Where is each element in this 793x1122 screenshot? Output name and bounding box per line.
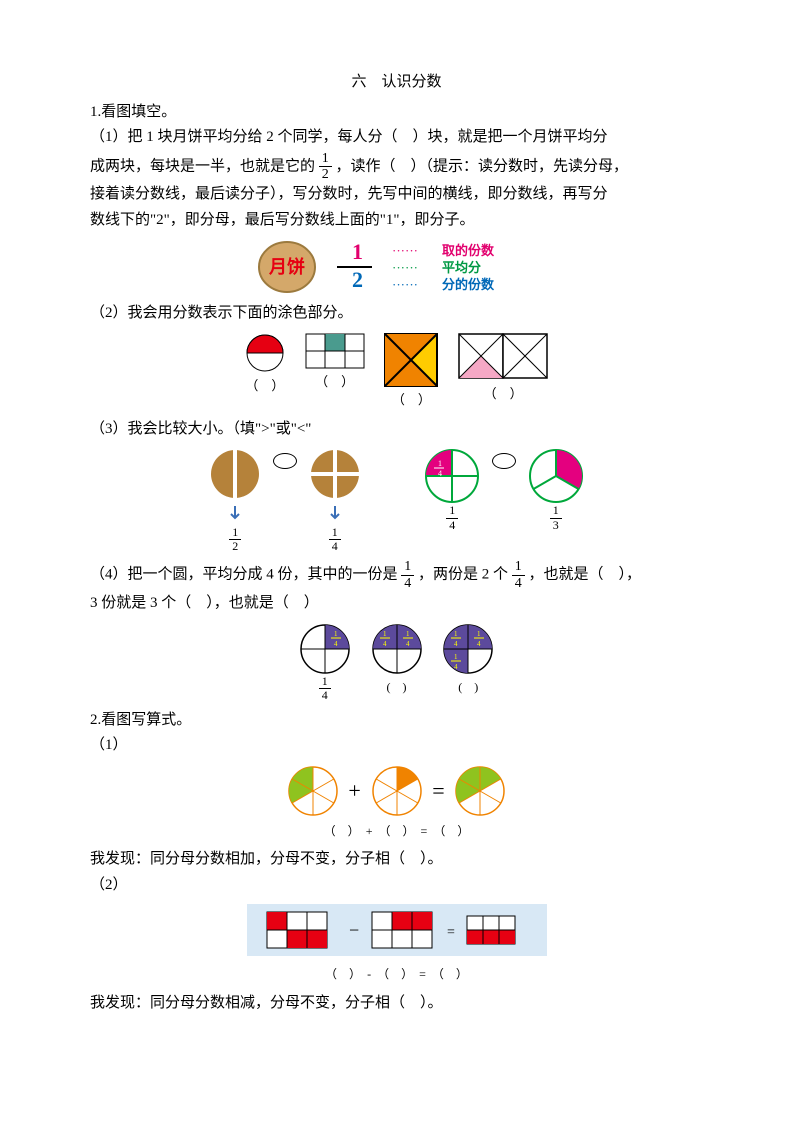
- equals-icon: =: [432, 778, 444, 803]
- q2-sub1: （1）: [90, 733, 703, 759]
- q1-1-line2: 成两块，每块是一半，也就是它的 12 ，读作（ ）（提示：读分数时，先读分母，: [90, 151, 703, 183]
- svg-text:1: 1: [454, 653, 458, 661]
- q2-sub2: （2）: [90, 873, 703, 899]
- q1-1-line1: （1）把 1 块月饼平均分给 2 个同学，每人分（ ）块，就是把一个月饼平均分: [90, 125, 703, 151]
- svg-text:1: 1: [477, 630, 481, 638]
- svg-text:1: 1: [352, 239, 363, 264]
- svg-text:4: 4: [454, 640, 458, 648]
- circle-quarter-shaded: 14: [424, 448, 480, 504]
- svg-text:4: 4: [438, 469, 442, 478]
- q2-fig2: − = （ ） - （ ） = （ ）: [90, 904, 703, 984]
- q1-1-line4: 数线下的"2"，即分母，最后写分数线上面的"1"，即分子。: [90, 208, 703, 234]
- svg-text:4: 4: [383, 640, 387, 648]
- double-square: [458, 333, 548, 381]
- page-title: 六 认识分数: [90, 70, 703, 96]
- q1-4-text: （4）把一个圆，平均分成 4 份，其中的一份是 14 ，两份是 2 个 14 ，…: [90, 559, 703, 591]
- svg-text:=: =: [447, 925, 455, 940]
- mooncake-diagram: 月饼 1 2 ······ ······ ······ 取的份数 平均分 分的份…: [90, 237, 703, 297]
- blank: （ ）: [245, 375, 285, 397]
- label-line: 平均分: [442, 260, 481, 275]
- svg-text:······: ······: [392, 277, 418, 292]
- blank: （ ）: [438, 967, 468, 981]
- text: ，读作（ ）（提示：读分数时，先读分母，: [336, 158, 629, 174]
- svg-text:1: 1: [406, 630, 410, 638]
- blank: （ ）: [439, 824, 469, 838]
- circle-third-shaded: [528, 448, 584, 504]
- q1-4-figures: 14 14 14 14 ( ) 14 14 14 ( ): [90, 623, 703, 702]
- q2-find1: 我发现：同分母分数相加，分母不变，分子相（ ）。: [90, 847, 703, 873]
- blank: （ ）: [384, 389, 438, 411]
- svg-text:2: 2: [352, 267, 363, 292]
- q2-find2: 我发现：同分母分数相减，分母不变，分子相（ ）。: [90, 991, 703, 1017]
- svg-text:4: 4: [477, 640, 481, 648]
- plus-icon: +: [348, 778, 360, 803]
- q1-2-figures: （ ） （ ） （ ） （ ）: [90, 333, 703, 411]
- q1-2-heading: （2）我会用分数表示下面的涂色部分。: [90, 301, 703, 327]
- circle-half: [245, 333, 285, 373]
- svg-text:4: 4: [334, 640, 338, 648]
- blank: （ ）: [383, 967, 407, 981]
- square-triangles: [384, 333, 438, 387]
- blank: （ ）: [325, 967, 355, 981]
- blank: （ ）: [305, 371, 365, 393]
- q1-4-text2: 3 份就是 3 个（ ），也就是（ ）: [90, 591, 703, 617]
- svg-text:1: 1: [454, 630, 458, 638]
- svg-text:······: ······: [392, 260, 418, 275]
- grid-sixth: [305, 333, 365, 369]
- svg-text:······: ······: [392, 243, 418, 258]
- blank: （ ）: [384, 824, 408, 838]
- compare-blank: [273, 453, 297, 469]
- q1-heading: 1.看图填空。: [90, 100, 703, 126]
- q1-3-figures: 12 14 14 14 13: [90, 448, 703, 553]
- blank: （ ）: [324, 824, 354, 838]
- text: 成两块，每块是一半，也就是它的: [90, 158, 315, 174]
- blank: （ ）: [458, 383, 548, 405]
- cookie-half: [209, 448, 261, 500]
- fraction-half: 12: [319, 151, 332, 183]
- svg-text:1: 1: [334, 630, 338, 638]
- q2-heading: 2.看图写算式。: [90, 708, 703, 734]
- svg-text:1: 1: [438, 459, 442, 468]
- q2-fig1: + = （ ） + （ ） = （ ）: [90, 765, 703, 841]
- q1-3-heading: （3）我会比较大小。（填">"或"<": [90, 417, 703, 443]
- label-numerator: 取的份数: [442, 243, 495, 258]
- svg-text:1: 1: [383, 630, 387, 638]
- cookie-quarter: [309, 448, 361, 500]
- svg-text:月饼: 月饼: [268, 256, 305, 277]
- svg-text:4: 4: [454, 663, 458, 671]
- compare-blank: [492, 453, 516, 469]
- svg-text:4: 4: [406, 640, 410, 648]
- label-denominator: 分的份数: [442, 277, 495, 292]
- q1-1-line3: 接着读分数线，最后读分子），写分数时，先写中间的横线，即分数线，再写分: [90, 182, 703, 208]
- svg-text:−: −: [349, 920, 359, 940]
